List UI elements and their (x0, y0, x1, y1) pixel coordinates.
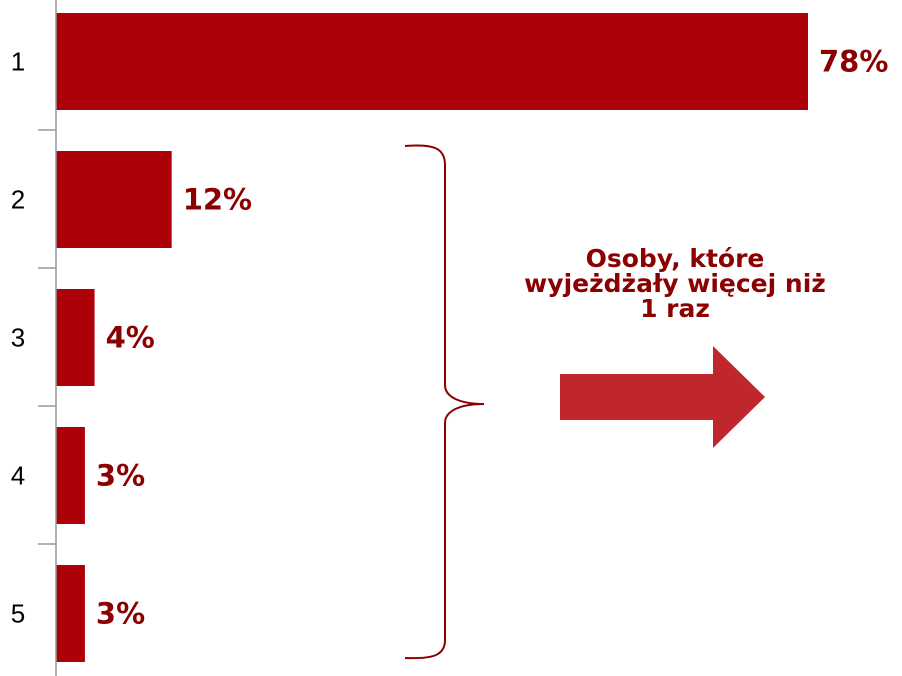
category-label-4: 4 (11, 461, 25, 491)
bar-5 (56, 565, 85, 662)
bar-2 (56, 151, 172, 248)
value-label-1: 78% (819, 45, 888, 79)
value-label-5: 3% (96, 597, 145, 631)
category-label-3: 3 (11, 323, 25, 353)
category-label-1: 1 (11, 47, 25, 77)
value-label-2: 12% (183, 183, 252, 217)
value-label-3: 4% (106, 321, 155, 355)
labels-layer: 1 78% 2 12% 3 4% 4 3% 5 3% (11, 45, 889, 631)
bar-4 (56, 427, 85, 524)
value-label-4: 3% (96, 459, 145, 493)
annotation-line-3: 1 raz (640, 294, 710, 323)
annotation-text: Osoby, które wyjeżdżały więcej niż 1 raz (480, 246, 870, 321)
category-label-2: 2 (11, 185, 25, 215)
axis-ticks (38, 129, 56, 545)
annotation-line-1: Osoby, które (585, 244, 765, 273)
right-arrow-icon (560, 346, 765, 448)
bar-1 (56, 13, 808, 110)
curly-brace (404, 144, 485, 660)
category-label-5: 5 (11, 599, 25, 629)
annotation-line-2: wyjeżdżały więcej niż (524, 269, 826, 298)
bars-layer (56, 13, 808, 662)
bar-3 (56, 289, 95, 386)
